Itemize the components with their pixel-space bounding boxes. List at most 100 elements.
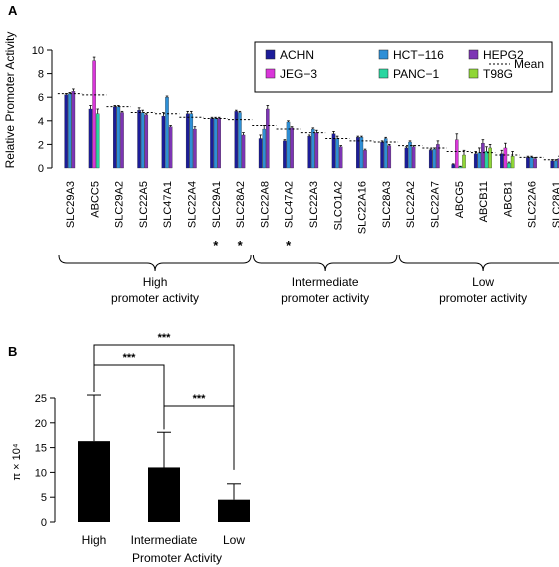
significance-bracket: [93, 364, 165, 430]
x-tick-label: SLC47A2: [284, 181, 296, 228]
legend-mean-label: Mean: [514, 57, 544, 71]
significance-star: *: [238, 238, 244, 253]
legend-swatch-HEPG2: [468, 49, 479, 60]
bar-SLC28A3-HCT-116: [383, 138, 388, 169]
bar-SLC47A1-ACHN: [161, 115, 166, 169]
bar-ABCB11-HCT-116: [477, 152, 482, 169]
bar-SLCO1A2-HEPG2: [338, 146, 343, 169]
bar-SLC29A1-HCT-116: [213, 118, 218, 169]
bar-SLC22A16-HCT-116: [359, 137, 364, 169]
y-tick-label: 15: [35, 443, 47, 455]
bar-High: [78, 441, 110, 522]
bar-SLC29A2-HEPG2: [120, 112, 124, 169]
legend-label-JEG-3: JEG−3: [280, 67, 317, 81]
bar-ABCC5-ACHN: [88, 108, 93, 169]
group-bracket: [398, 254, 559, 272]
bar-ABCC5-PANC-1: [95, 113, 100, 169]
legend-swatch-ACHN: [265, 49, 276, 60]
bar-SLC29A3-ACHN: [64, 94, 68, 169]
x-tick-label: ABCB1: [502, 181, 514, 217]
bar-SLC28A2-HCT-116: [238, 112, 242, 169]
bar-SLC22A4-ACHN: [185, 113, 190, 169]
bar-ABCG5-ACHN: [451, 164, 455, 169]
legend-label-HCT-116: HCT−116: [393, 48, 444, 62]
bar-SLC22A8-HCT-116: [262, 128, 266, 169]
group-bracket: [252, 254, 398, 272]
x-tick-label: SLC22A3: [308, 181, 320, 228]
legend-swatch-JEG-3: [265, 68, 276, 79]
panel-a-y-axis-label: Relative Promoter Activity: [3, 32, 17, 169]
x-tick-label: SLC22A6: [527, 181, 539, 228]
bar-SLC28A1-ACHN: [550, 160, 554, 169]
bar-SLC22A5-HEPG2: [144, 114, 149, 169]
group-label: promoter activity: [111, 291, 199, 305]
x-tick-label: ABCG5: [454, 181, 466, 218]
legend-swatch-HCT-116: [378, 49, 389, 60]
group-label: promoter activity: [439, 291, 527, 305]
panel-a-group-brackets: High promoter activity Intermediate promote…: [58, 254, 559, 305]
bar-ABCG5-T98G: [462, 154, 466, 169]
bar-SLC22A16-HEPG2: [363, 150, 367, 169]
bar-SLC22A2-HEPG2: [411, 146, 416, 169]
significance-label: ***: [193, 393, 207, 405]
y-tick-label: 10: [32, 45, 44, 57]
bar-ABCB11-PANC-1: [484, 151, 489, 169]
bar-SLC29A3-HCT-116: [68, 93, 72, 169]
bar-SLC29A1-ACHN: [210, 118, 214, 169]
group-label: High: [143, 275, 168, 289]
bar-SLC29A1-HEPG2: [217, 118, 221, 169]
bar-SLC28A1-HCT-116: [554, 160, 558, 169]
panel-b-significance: *** *** ***: [93, 332, 235, 470]
y-tick-label: 0: [38, 163, 44, 175]
bar-SLC29A2-ACHN: [113, 106, 117, 169]
bar-ABCB1-T98G: [510, 156, 515, 169]
x-tick-label: SLC28A1: [551, 181, 559, 228]
x-tick-label: SLC29A1: [211, 181, 223, 228]
bar-SLC28A1-HEPG2: [557, 158, 559, 169]
x-tick-label: SLC22A16: [357, 181, 369, 234]
bar-Low: [218, 499, 250, 522]
significance-star: *: [213, 238, 219, 253]
group-label: promoter activity: [281, 291, 369, 305]
bar-ABCG5-PANC-1: [458, 166, 463, 169]
bar-SLC22A3-ACHN: [307, 135, 311, 169]
legend-label-PANC-1: PANC−1: [393, 67, 439, 81]
x-tick-label: SLC28A3: [381, 181, 393, 228]
bar-ABCC5-JEG-3: [92, 60, 96, 169]
panel-a-y-axis: 0 2 4 6 8 10: [32, 45, 53, 175]
bar-ABCG5-JEG-3: [455, 139, 459, 169]
panel-b-bars: High Intermediate Low: [78, 394, 250, 547]
x-tick-label: SLC22A2: [405, 181, 417, 228]
bar-SLC22A5-ACHN: [137, 110, 141, 169]
y-tick-label: 20: [35, 418, 47, 430]
bar-ABCB1-PANC-1: [507, 163, 511, 169]
x-tick-label: SLC22A5: [138, 181, 150, 228]
bar-ABCB1-JEG-3: [503, 147, 508, 169]
x-tick-label: SLC22A4: [187, 181, 199, 228]
bar-SLC22A8-ACHN: [258, 138, 263, 169]
bar-SLC47A2-HEPG2: [290, 127, 294, 169]
y-tick-label: 2: [38, 139, 44, 151]
x-tick-label: SLC47A1: [162, 181, 174, 228]
panel-b-y-axis-label: π × 10⁴: [11, 443, 23, 480]
bar-SLC47A1-HEPG2: [168, 126, 173, 169]
bar-SLC22A2-ACHN: [404, 147, 409, 169]
x-tick-label: SLC28A2: [235, 181, 247, 228]
significance-star: *: [286, 238, 292, 253]
bar-SLC22A6-HEPG2: [533, 158, 537, 169]
panel-a-label: A: [8, 3, 18, 18]
bar-SLC22A7-ACHN: [428, 150, 433, 169]
bar-SLC22A3-HEPG2: [314, 132, 319, 169]
bar-ABCB11-HEPG2: [481, 143, 485, 169]
bar-SLC29A2-HCT-116: [116, 106, 121, 169]
bar-SLC28A3-HEPG2: [387, 145, 392, 169]
bar-SLC22A4-HEPG2: [193, 128, 197, 169]
bar-SLC22A4-HCT-116: [189, 113, 194, 169]
x-tick-label: ABCB11: [478, 181, 490, 222]
bar-SLCO1A2-HCT-116: [335, 138, 339, 169]
bar-SLC22A16-ACHN: [356, 137, 360, 169]
bar-SLC28A2-HEPG2: [241, 134, 246, 169]
bar-SLC22A6-HCT-116: [529, 157, 534, 169]
bar-SLC22A7-HCT-116: [432, 148, 437, 169]
